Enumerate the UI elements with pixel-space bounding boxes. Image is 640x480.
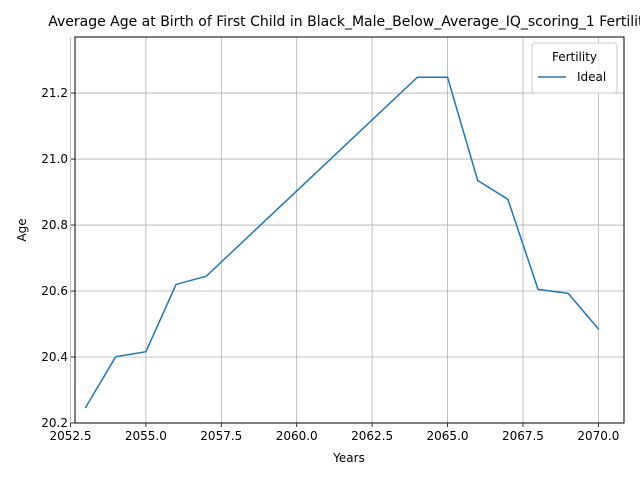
x-tick-label: 2062.5 — [351, 429, 393, 443]
x-tick-label: 2070.0 — [577, 429, 619, 443]
y-axis-label: Age — [15, 218, 29, 241]
y-tick-label: 20.6 — [41, 284, 68, 298]
x-tick-label: 2055.0 — [125, 429, 167, 443]
x-tick-label: 2060.0 — [276, 429, 318, 443]
y-tick-label: 20.2 — [41, 416, 68, 430]
chart-title: Average Age at Birth of First Child in B… — [48, 14, 640, 30]
x-tick-label: 2067.5 — [502, 429, 544, 443]
x-tick-label: 2065.0 — [427, 429, 469, 443]
x-axis-label: Years — [332, 451, 365, 465]
legend-entry-label: Ideal — [577, 70, 606, 84]
x-tick-label: 2057.5 — [200, 429, 242, 443]
y-tick-label: 21.2 — [41, 86, 68, 100]
legend-title: Fertility — [552, 50, 597, 64]
legend: Fertility Ideal — [532, 43, 617, 93]
x-tick-label: 2052.5 — [49, 429, 91, 443]
y-tick-label: 21.0 — [41, 152, 68, 166]
y-tick-label: 20.4 — [41, 350, 68, 364]
y-tick-label: 20.8 — [41, 218, 68, 232]
